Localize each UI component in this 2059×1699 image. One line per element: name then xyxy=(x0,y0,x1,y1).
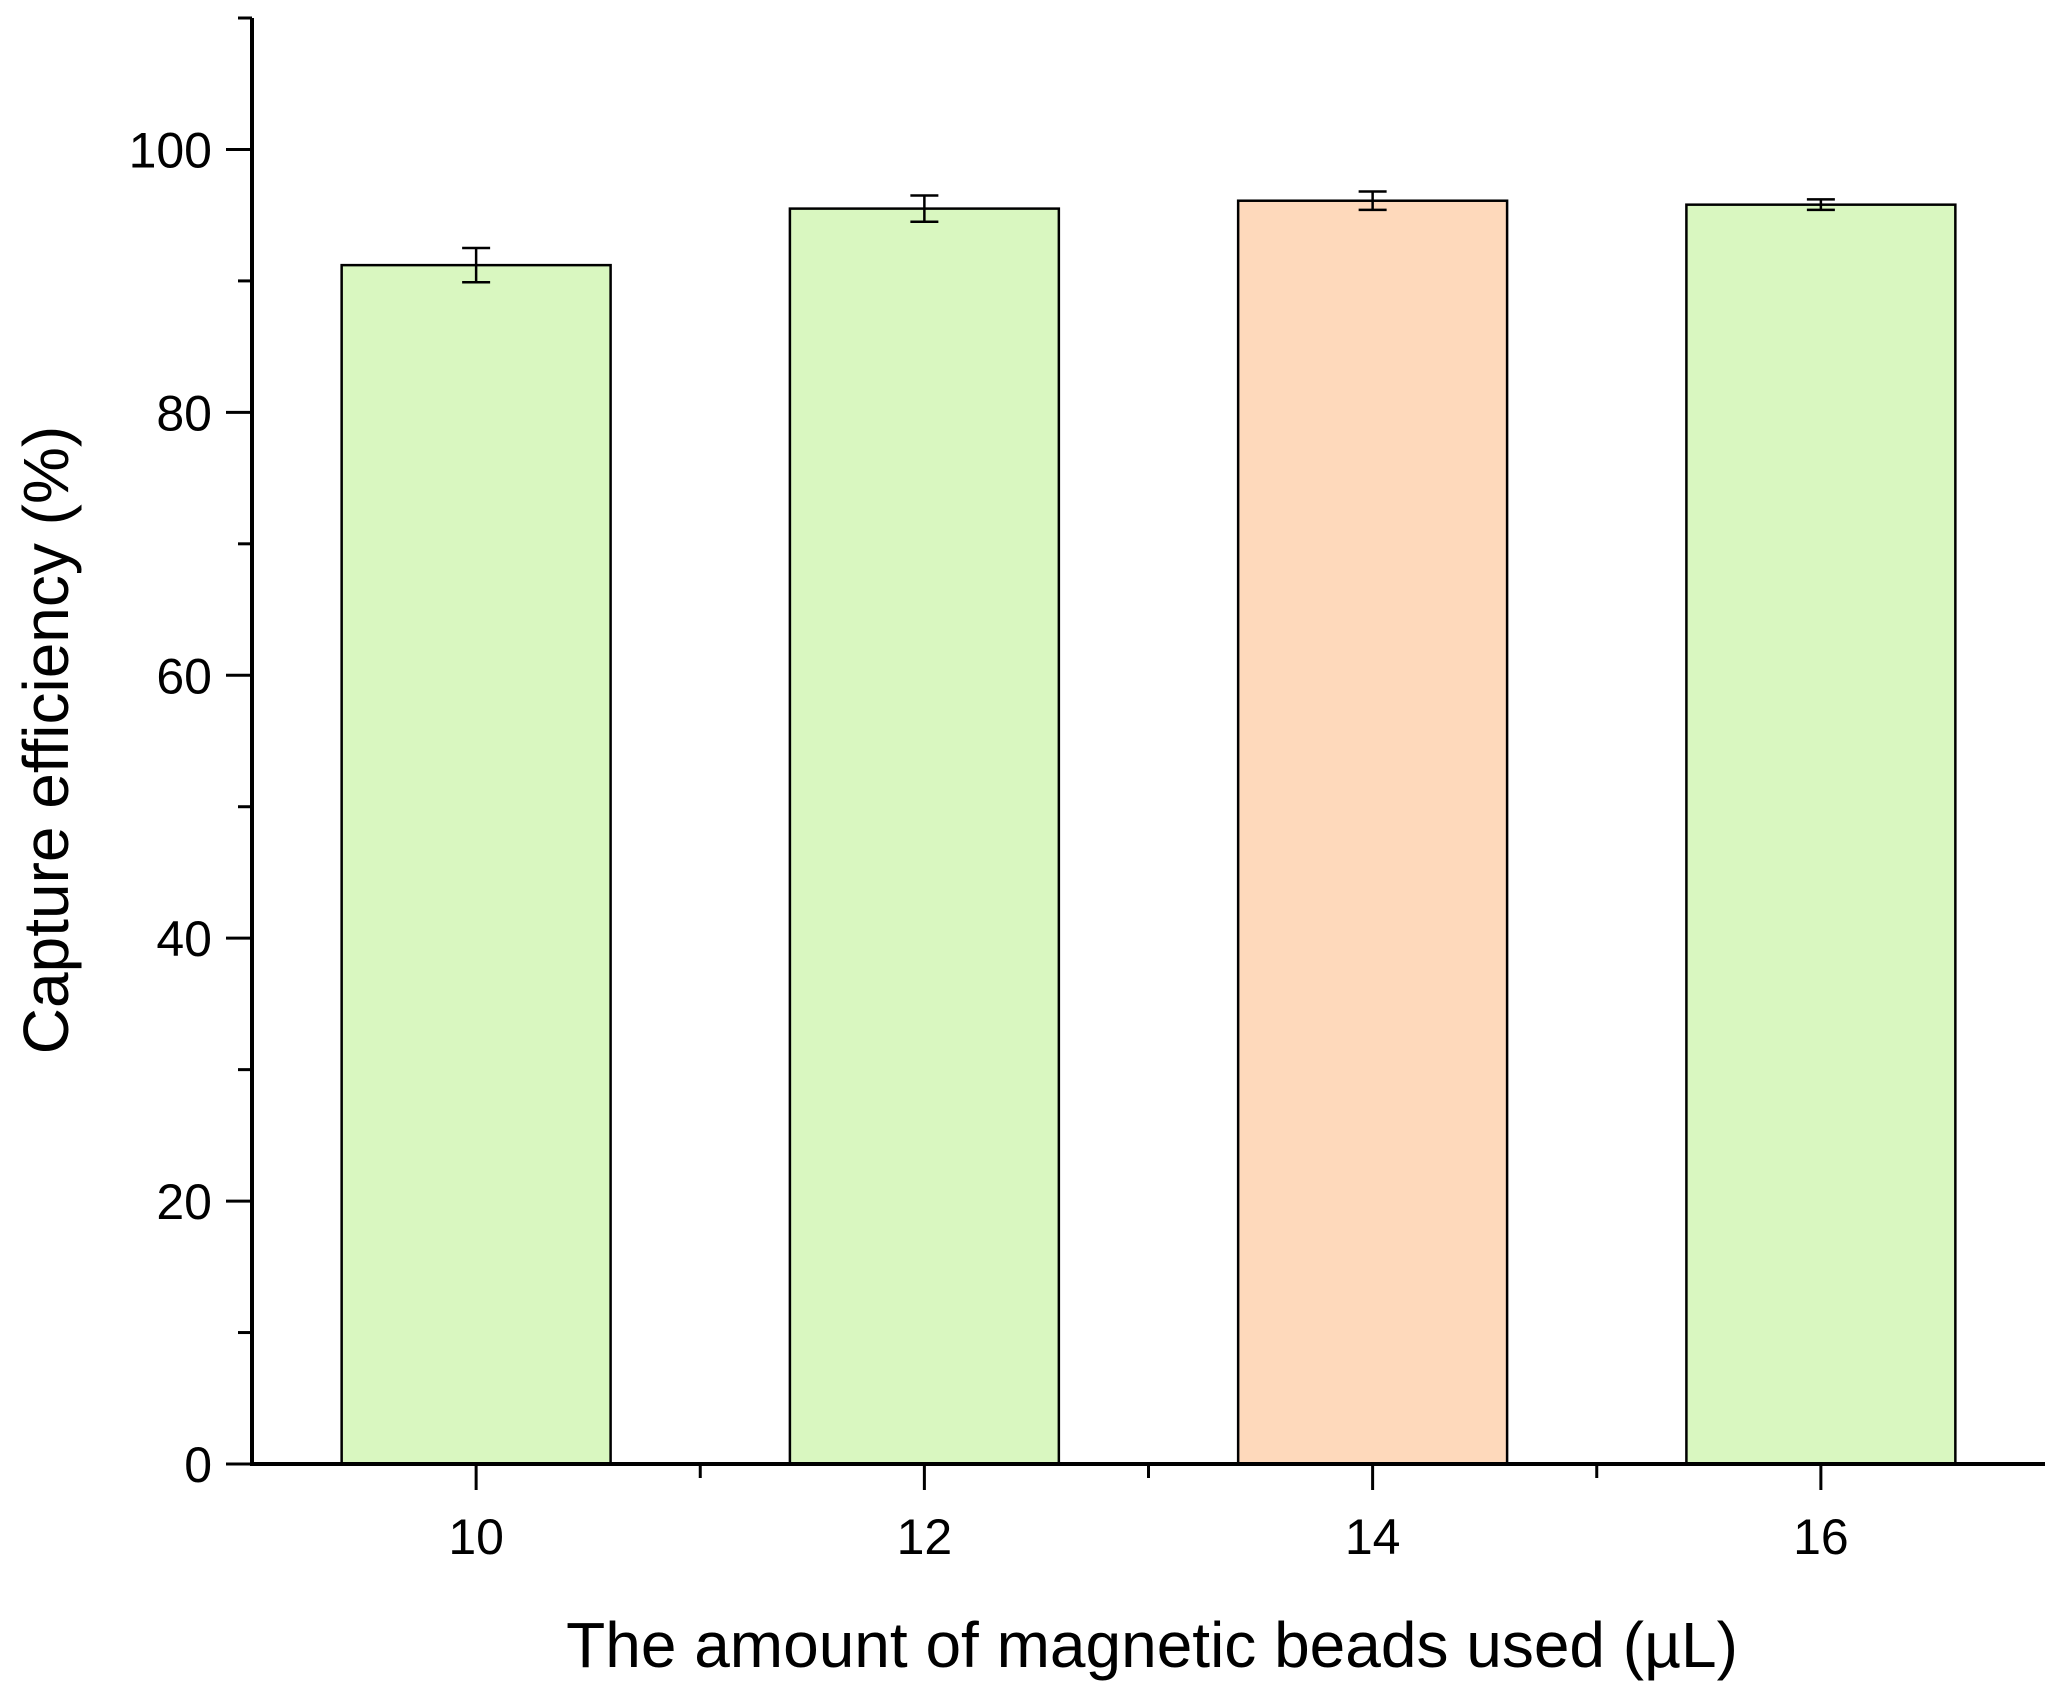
error-bar-16 xyxy=(1806,198,1835,212)
ticks-group: 0 20 40 60 80 100 10 12 14 16 xyxy=(129,16,1849,1565)
y-axis-title: Capture efficiency (%) xyxy=(10,426,82,1054)
bars-group xyxy=(340,199,1957,1466)
bar-12 xyxy=(788,207,1061,1466)
x-tick-label: 12 xyxy=(897,1509,953,1565)
x-tick-label: 14 xyxy=(1345,1509,1401,1565)
x-tick-label: 10 xyxy=(448,1509,504,1565)
bar-14 xyxy=(1236,199,1509,1466)
error-bar-12 xyxy=(910,194,939,224)
error-bar-14 xyxy=(1358,190,1387,212)
x-axis-title: The amount of magnetic beads used (µL) xyxy=(566,1609,1738,1681)
y-tick-label: 60 xyxy=(156,648,212,704)
y-tick-label: 100 xyxy=(129,122,212,178)
y-tick-label: 40 xyxy=(156,911,212,967)
y-tick-label: 20 xyxy=(156,1174,212,1230)
y-tick-label: 0 xyxy=(184,1437,212,1493)
error-bars-group xyxy=(462,190,1835,284)
y-tick-label: 80 xyxy=(156,385,212,441)
error-bar-10 xyxy=(462,246,491,284)
bar-10 xyxy=(340,263,612,1466)
bar-16 xyxy=(1685,203,1957,1466)
x-tick-label: 16 xyxy=(1793,1509,1849,1565)
